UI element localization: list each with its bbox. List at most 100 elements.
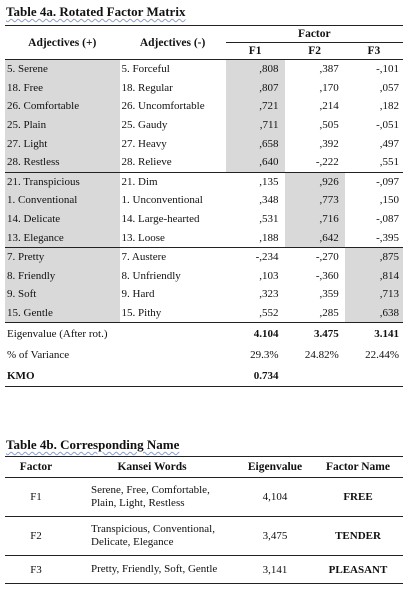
kmo-label: KMO	[5, 365, 226, 388]
table-row: 27. Light 27. Heavy ,658 ,392 ,497	[5, 134, 403, 153]
header-f1: F1	[225, 42, 285, 60]
table-row: 5. Serene 5. Forceful ,808 ,387 -,101	[5, 59, 403, 79]
adjective-positive: 1. Conventional	[5, 191, 120, 210]
variance-label: % of Variance	[7, 348, 70, 361]
adjective-positive: 18. Free	[5, 78, 120, 98]
adjective-positive: 14. Delicate	[5, 209, 120, 229]
loading-f2: ,285	[284, 303, 345, 324]
table-4b-title: Table 4b. Corresponding Name	[6, 437, 180, 452]
eigenvalue-label: Eigenvalue (After rot.)	[7, 327, 108, 340]
eigenvalue-value: 3,475	[237, 516, 313, 556]
table-row: 9. Soft 9. Hard ,323 ,359 ,713	[5, 285, 403, 304]
adjective-positive: 15. Gentle	[5, 303, 120, 324]
loading-f1: ,103	[259, 269, 279, 282]
header-adjectives-negative: Adjectives (-)	[119, 25, 226, 60]
table-row: F1 Serene, Free, Comfortable, Plain, Ligh…	[5, 477, 403, 517]
adjective-negative: 15. Pithy	[119, 303, 226, 324]
loading-f1: ,808	[225, 59, 285, 79]
header-factor-name: Factor Name	[313, 456, 403, 478]
loading-f3: ,875	[344, 247, 403, 267]
table-row: 13. Elegance 13. Loose ,188 ,642 -,395	[5, 228, 403, 248]
loading-f1: ,658	[225, 134, 285, 153]
loading-f2: ,359	[319, 288, 339, 301]
loading-f1: ,188	[225, 228, 285, 248]
rotated-factor-matrix-table: Adjectives (+) Adjectives (-) Factor F1 …	[5, 25, 403, 388]
header-eigenvalue: Eigenvalue	[237, 456, 313, 478]
loading-f2: -,270	[315, 251, 339, 264]
loading-f3: ,150	[379, 194, 399, 207]
table-row: 26. Comfortable 26. Uncomfortable ,721 ,…	[5, 97, 403, 116]
loading-f1: ,721	[225, 97, 285, 116]
loading-f3: -,101	[376, 63, 399, 76]
loading-f1: ,807	[225, 78, 285, 98]
adjective-negative: 1. Unconventional	[121, 194, 203, 207]
loading-f1: ,640	[225, 152, 285, 173]
adjective-negative: 18. Regular	[121, 81, 173, 94]
factor-name: PLEASANT	[313, 555, 403, 584]
kmo-value: 0.734	[225, 365, 285, 388]
adjective-positive: 5. Serene	[5, 59, 120, 79]
adjective-negative: 27. Heavy	[121, 137, 167, 150]
eigenvalue-row: Eigenvalue (After rot.) 4.104 3.475 3.14…	[5, 323, 403, 345]
loading-f2: -,222	[284, 152, 345, 173]
loading-f2: ,773	[284, 191, 345, 210]
adjective-positive: 13. Elegance	[5, 228, 120, 248]
eigenvalue-f3: 3.141	[374, 327, 399, 340]
table-row: F2 Transpicious, Conventional, Delicate, …	[5, 516, 403, 556]
variance-f2: 24.82%	[304, 348, 339, 361]
adjective-negative: 8. Unfriendly	[121, 269, 181, 282]
kansei-words: Serene, Free, Comfortable, Plain, Light, …	[67, 477, 237, 517]
eigenvalue-value: 3,141	[237, 555, 313, 584]
loading-f3: ,638	[344, 303, 403, 324]
factor-id: F1	[5, 477, 67, 517]
eigenvalue-f2: 3.475	[314, 327, 339, 340]
loading-f1: ,552	[225, 303, 285, 324]
loading-f3: ,551	[344, 152, 403, 173]
kansei-words: Pretty, Friendly, Soft, Gentle	[67, 555, 237, 584]
loading-f2: ,926	[284, 172, 345, 192]
loading-f1: ,531	[259, 213, 279, 226]
adjective-negative: 21. Dim	[121, 175, 158, 188]
table-row: 14. Delicate 14. Large-hearted ,531 ,716…	[5, 209, 403, 229]
loading-f2: -,360	[315, 269, 339, 282]
variance-f1: 29.3%	[250, 348, 279, 361]
header-adjectives-positive: Adjectives (+)	[5, 25, 120, 60]
header-f3: F3	[344, 42, 403, 60]
loading-f3: ,814	[344, 266, 403, 286]
adjective-positive: 21. Transpicious	[5, 172, 120, 192]
factor-id: F3	[5, 555, 67, 584]
eigenvalue-f1: 4.104	[253, 327, 279, 340]
eigenvalue-value: 4,104	[237, 477, 313, 517]
adjective-negative: 13. Loose	[119, 228, 226, 248]
loading-f3: ,713	[344, 285, 403, 304]
header-factor: Factor	[5, 456, 67, 478]
table-row: 15. Gentle 15. Pithy ,552 ,285 ,638	[5, 303, 403, 324]
loading-f3: -,395	[344, 228, 403, 248]
header-kansei-words: Kansei Words	[67, 456, 237, 478]
kmo-row: KMO 0.734	[5, 365, 403, 388]
kansei-words: Transpicious, Conventional, Delicate, Ele…	[67, 516, 237, 556]
loading-f2: ,392	[319, 137, 339, 150]
adjective-positive: 25. Plain	[5, 115, 120, 135]
table-row: 28. Restless 28. Relieve ,640 -,222 ,551	[5, 152, 403, 173]
loading-f1: -,234	[255, 251, 279, 264]
table-row: 1. Conventional 1. Unconventional ,348 ,…	[5, 191, 403, 210]
adjective-positive: 7. Pretty	[5, 247, 120, 267]
loading-f3: -,087	[376, 213, 399, 226]
loading-f3: ,497	[379, 137, 399, 150]
loading-f2: ,505	[319, 119, 339, 132]
table-row: 18. Free 18. Regular ,807 ,170 ,057	[5, 78, 403, 98]
corresponding-name-table: Factor Kansei Words Eigenvalue Factor Na…	[5, 456, 403, 584]
table-4a-title: Table 4a. Rotated Factor Matrix	[6, 4, 186, 19]
variance-f3: 22.44%	[365, 348, 399, 361]
header-factor: Factor	[225, 25, 403, 43]
loading-f3: -,097	[376, 175, 399, 188]
loading-f2: ,716	[284, 209, 345, 229]
adjective-positive: 26. Comfortable	[5, 97, 120, 116]
loading-f1: ,323	[259, 288, 279, 301]
factor-id: F2	[5, 516, 67, 556]
loading-f1: ,711	[225, 115, 285, 135]
adjective-negative: 5. Forceful	[121, 63, 170, 76]
factor-name: TENDER	[313, 516, 403, 556]
table-row: 25. Plain 25. Gaudy ,711 ,505 -,051	[5, 115, 403, 135]
